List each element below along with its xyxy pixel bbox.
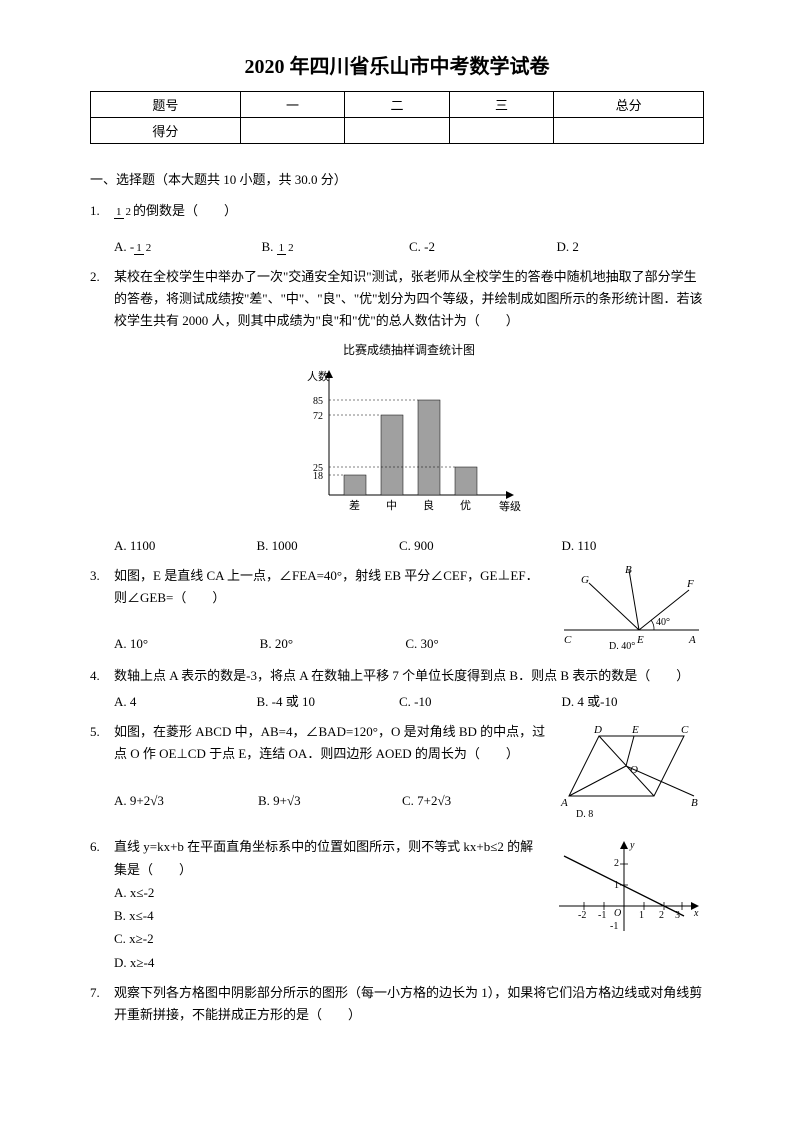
svg-text:B: B	[625, 565, 632, 576]
question-7: 7. 观察下列各方格图中阴影部分所示的图形（每一小方格的边长为 1），如果将它们…	[90, 982, 704, 1026]
svg-text:中: 中	[386, 499, 397, 512]
q4-optD: D. 4 或-10	[542, 691, 705, 713]
svg-text:F: F	[686, 578, 694, 590]
svg-text:-1: -1	[598, 910, 606, 921]
q2-optD: D. 110	[542, 535, 705, 557]
bar-chart: 人数 等级 18 25 72 85 差 中 良	[289, 365, 529, 520]
svg-text:y: y	[629, 840, 635, 851]
q1-text: 的倒数是（ ）	[133, 203, 237, 218]
svg-text:3: 3	[675, 910, 680, 921]
q1-num: 1.	[90, 200, 114, 258]
q5-optC: C. 7+2√3	[402, 790, 546, 812]
th-2: 二	[345, 92, 449, 118]
q5-optB: B. 9+√3	[258, 790, 402, 812]
q5-num: 5.	[90, 721, 114, 828]
q3-num: 3.	[90, 565, 114, 657]
svg-text:1: 1	[614, 880, 619, 891]
question-3: 3. 如图，E 是直线 CA 上一点，∠FEA=40°，射线 EB 平分∠CEF…	[90, 565, 704, 657]
q3-optA: A. 10°	[114, 633, 260, 655]
svg-text:-2: -2	[578, 910, 586, 921]
q6-optB: B. x≤-4	[114, 904, 546, 927]
svg-text:85: 85	[313, 396, 323, 407]
svg-text:等级: 等级	[499, 499, 521, 513]
th-1: 一	[240, 92, 344, 118]
q6-optC: C. x≥-2	[114, 927, 546, 950]
svg-text:C: C	[564, 634, 572, 646]
th-4: 总分	[554, 92, 704, 118]
q4-text: 数轴上点 A 表示的数是-3，将点 A 在数轴上平移 7 个单位长度得到点 B．…	[114, 665, 704, 687]
th-0: 题号	[91, 92, 241, 118]
q2-chart-title: 比赛成绩抽样调查统计图	[114, 340, 704, 360]
q4-optA: A. 4	[114, 691, 257, 713]
q1-frac: 12	[114, 207, 133, 218]
question-1: 1. 12的倒数是（ ） A. -12 B. 12 C. -2 D. 2	[90, 200, 704, 258]
q3-optC: C. 30°	[405, 633, 551, 655]
svg-text:D: D	[593, 724, 602, 736]
q6-optA: A. x≤-2	[114, 881, 546, 904]
question-5: 5. 如图，在菱形 ABCD 中，AB=4，∠BAD=120°，O 是对角线 B…	[90, 721, 704, 828]
svg-text:O: O	[614, 908, 621, 919]
section-1-header: 一、选择题（本大题共 10 小题，共 30.0 分）	[90, 169, 704, 188]
svg-text:1: 1	[639, 910, 644, 921]
q4-optB: B. -4 或 10	[257, 691, 400, 713]
svg-text:A: A	[560, 797, 568, 809]
q5-optA: A. 9+2√3	[114, 790, 258, 812]
q2-num: 2.	[90, 266, 114, 557]
svg-text:良: 良	[423, 498, 434, 512]
q1-optC: C. -2	[409, 236, 557, 258]
q3-optD: D. 40°	[609, 641, 635, 650]
question-6: 6. 直线 y=kx+b 在平面直角坐标系中的位置如图所示，则不等式 kx+b≤…	[90, 836, 704, 974]
q6-text: 直线 y=kx+b 在平面直角坐标系中的位置如图所示，则不等式 kx+b≤2 的…	[114, 836, 546, 880]
row2-label: 得分	[91, 118, 241, 144]
question-4: 4. 数轴上点 A 表示的数是-3，将点 A 在数轴上平移 7 个单位长度得到点…	[90, 665, 704, 713]
svg-text:D. 8: D. 8	[576, 809, 593, 820]
score-table: 题号 一 二 三 总分 得分	[90, 91, 704, 144]
svg-text:2: 2	[614, 858, 619, 869]
svg-text:C: C	[681, 724, 689, 736]
svg-text:40°: 40°	[656, 617, 670, 628]
q1-optA-pre: A. -	[114, 239, 134, 254]
svg-text:人数: 人数	[307, 370, 329, 383]
q1-optB-pre: B.	[262, 239, 277, 254]
svg-text:优: 优	[460, 499, 471, 512]
q6-optD: D. x≥-4	[114, 951, 546, 974]
svg-text:G: G	[581, 574, 589, 586]
q5-figure: A D C B E O D. 8	[554, 721, 704, 821]
q6-figure: x y O 2 1 1 2 3 -1 -2 -1	[554, 836, 704, 936]
q2-optB: B. 1000	[257, 535, 400, 557]
q6-num: 6.	[90, 836, 114, 974]
q3-text: 如图，E 是直线 CA 上一点，∠FEA=40°，射线 EB 平分∠CEF，GE…	[114, 565, 551, 609]
svg-text:x: x	[693, 908, 699, 919]
question-2: 2. 某校在全校学生中举办了一次"交通安全知识"测试，张老师从全校学生的答卷中随…	[90, 266, 704, 557]
q2-optC: C. 900	[399, 535, 542, 557]
svg-text:B: B	[691, 797, 698, 809]
th-3: 三	[449, 92, 553, 118]
svg-text:差: 差	[349, 498, 360, 512]
svg-text:25: 25	[313, 463, 323, 474]
svg-text:O: O	[630, 764, 638, 776]
q4-num: 4.	[90, 665, 114, 713]
svg-text:E: E	[631, 724, 639, 736]
svg-text:E: E	[636, 634, 644, 646]
q4-optC: C. -10	[399, 691, 542, 713]
svg-text:-1: -1	[610, 921, 618, 932]
svg-text:A: A	[688, 634, 696, 646]
q7-text: 观察下列各方格图中阴影部分所示的图形（每一小方格的边长为 1），如果将它们沿方格…	[114, 982, 704, 1026]
q3-figure: 40° C A E F B G D. 40°	[559, 565, 704, 650]
q2-optA: A. 1100	[114, 535, 257, 557]
q7-num: 7.	[90, 982, 114, 1026]
q1-optD: D. 2	[557, 236, 705, 258]
q2-text: 某校在全校学生中举办了一次"交通安全知识"测试，张老师从全校学生的答卷中随机地抽…	[114, 266, 704, 332]
svg-text:2: 2	[659, 910, 664, 921]
page-title: 2020 年四川省乐山市中考数学试卷	[90, 50, 704, 79]
svg-text:72: 72	[313, 411, 323, 422]
q5-text: 如图，在菱形 ABCD 中，AB=4，∠BAD=120°，O 是对角线 BD 的…	[114, 721, 546, 765]
q3-optB: B. 20°	[260, 633, 406, 655]
